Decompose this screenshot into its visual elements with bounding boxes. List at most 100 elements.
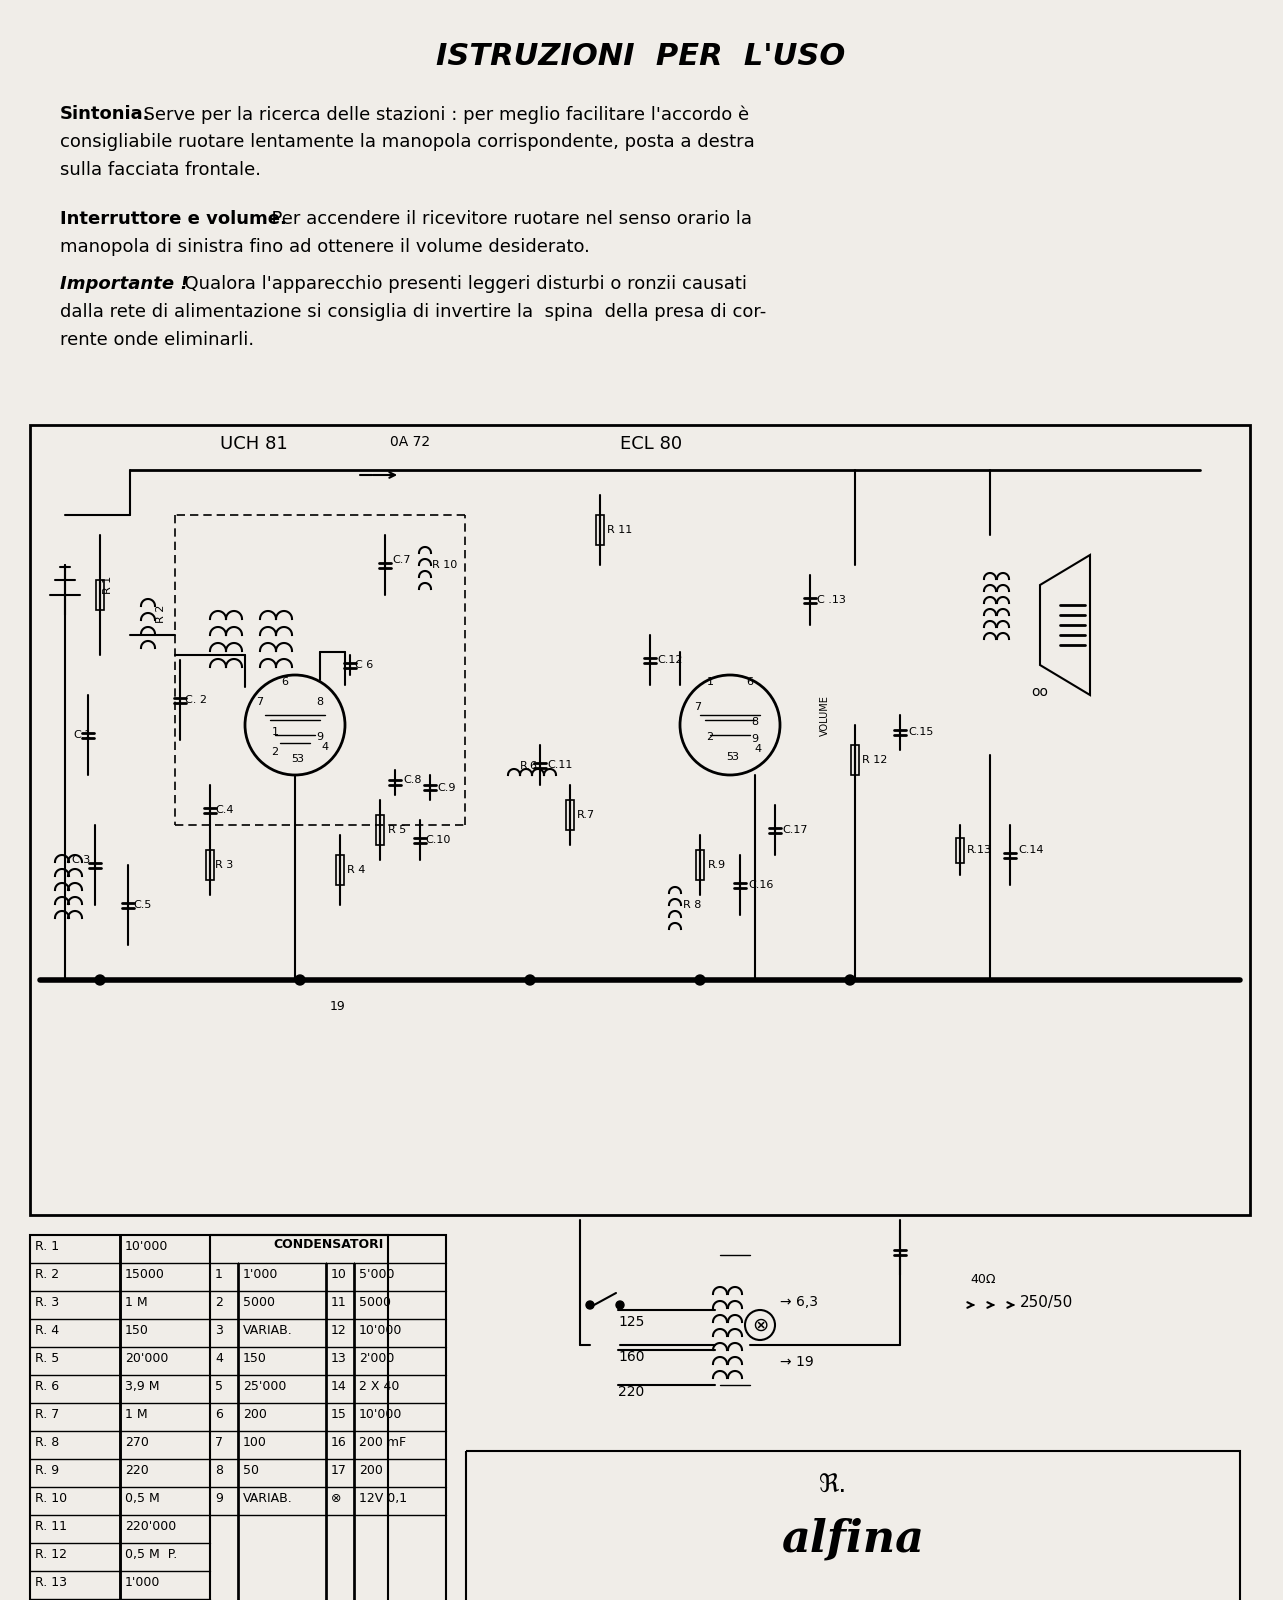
Text: 220: 220 bbox=[618, 1386, 644, 1398]
Text: C 6: C 6 bbox=[355, 659, 373, 670]
Text: R 10: R 10 bbox=[432, 560, 457, 570]
Text: 1'000: 1'000 bbox=[242, 1267, 278, 1282]
Circle shape bbox=[845, 974, 854, 986]
Text: 5: 5 bbox=[726, 752, 734, 762]
Text: R 5: R 5 bbox=[387, 826, 407, 835]
Text: R. 8: R. 8 bbox=[35, 1437, 59, 1450]
Text: 220'000: 220'000 bbox=[124, 1520, 176, 1533]
Bar bbox=[210, 1235, 446, 1600]
Text: Qualora l'apparecchio presenti leggeri disturbi o ronzii causati: Qualora l'apparecchio presenti leggeri d… bbox=[173, 275, 747, 293]
Text: 4: 4 bbox=[322, 742, 328, 752]
Bar bbox=[30, 426, 1250, 1214]
Text: sulla facciata frontale.: sulla facciata frontale. bbox=[60, 162, 260, 179]
Bar bbox=[466, 1451, 1239, 1600]
Text: VARIAB.: VARIAB. bbox=[242, 1491, 293, 1506]
Text: VARIAB.: VARIAB. bbox=[242, 1325, 293, 1338]
Text: R.9: R.9 bbox=[708, 861, 726, 870]
Text: R 8: R 8 bbox=[683, 899, 702, 910]
Text: 11: 11 bbox=[331, 1296, 346, 1309]
Text: 5'000: 5'000 bbox=[359, 1267, 394, 1282]
Text: R. 10: R. 10 bbox=[35, 1491, 67, 1506]
Text: 10'000: 10'000 bbox=[124, 1240, 168, 1253]
Text: C.4: C.4 bbox=[216, 805, 234, 814]
Bar bbox=[207, 850, 214, 880]
Bar bbox=[695, 850, 704, 880]
Text: Importante !: Importante ! bbox=[60, 275, 189, 293]
Text: 5000: 5000 bbox=[359, 1296, 391, 1309]
Text: 12: 12 bbox=[331, 1325, 346, 1338]
Text: ℜ.: ℜ. bbox=[819, 1474, 847, 1498]
Text: 15000: 15000 bbox=[124, 1267, 166, 1282]
Text: 7: 7 bbox=[257, 698, 263, 707]
Text: R 2: R 2 bbox=[157, 605, 166, 624]
Text: 1 M: 1 M bbox=[124, 1408, 148, 1421]
Text: dalla rete di alimentazione si consiglia di invertire la  spina  della presa di : dalla rete di alimentazione si consiglia… bbox=[60, 302, 766, 322]
Bar bbox=[336, 854, 344, 885]
Text: 5: 5 bbox=[216, 1379, 223, 1394]
Text: UCH 81: UCH 81 bbox=[219, 435, 287, 453]
Text: 3: 3 bbox=[731, 752, 739, 762]
Text: R. 2: R. 2 bbox=[35, 1267, 59, 1282]
Text: 10: 10 bbox=[331, 1267, 346, 1282]
Bar bbox=[851, 746, 860, 774]
Circle shape bbox=[295, 974, 305, 986]
Text: 6: 6 bbox=[747, 677, 753, 686]
Text: C.10: C.10 bbox=[425, 835, 450, 845]
Text: R.13: R.13 bbox=[967, 845, 992, 854]
Text: R.7: R.7 bbox=[577, 810, 595, 819]
Text: 8: 8 bbox=[216, 1464, 223, 1477]
Text: 9: 9 bbox=[216, 1491, 223, 1506]
Text: 12V 0,1: 12V 0,1 bbox=[359, 1491, 407, 1506]
Text: R 1: R 1 bbox=[103, 576, 113, 594]
Text: 160: 160 bbox=[618, 1350, 644, 1363]
Text: Per accendere il ricevitore ruotare nel senso orario la: Per accendere il ricevitore ruotare nel … bbox=[260, 210, 752, 227]
Text: 5: 5 bbox=[291, 754, 299, 765]
Text: → 6,3: → 6,3 bbox=[780, 1294, 819, 1309]
Text: R. 7: R. 7 bbox=[35, 1408, 59, 1421]
Text: R.6: R.6 bbox=[520, 762, 538, 771]
Text: 2'000: 2'000 bbox=[359, 1352, 394, 1365]
Text: 7: 7 bbox=[216, 1437, 223, 1450]
Text: 6: 6 bbox=[216, 1408, 223, 1421]
Text: 15: 15 bbox=[331, 1408, 346, 1421]
Text: 1: 1 bbox=[707, 677, 713, 686]
Text: ECL 80: ECL 80 bbox=[620, 435, 683, 453]
Text: 125: 125 bbox=[618, 1315, 644, 1330]
Text: 0,5 M: 0,5 M bbox=[124, 1491, 160, 1506]
Text: 2: 2 bbox=[707, 733, 713, 742]
Text: 200: 200 bbox=[242, 1408, 267, 1421]
Text: 0A 72: 0A 72 bbox=[390, 435, 430, 450]
Text: 8: 8 bbox=[752, 717, 758, 726]
Text: C.9: C.9 bbox=[438, 782, 455, 794]
Text: alfina: alfina bbox=[781, 1517, 925, 1560]
Text: R 4: R 4 bbox=[346, 866, 366, 875]
Text: 17: 17 bbox=[331, 1464, 346, 1477]
Text: 20'000: 20'000 bbox=[124, 1352, 168, 1365]
Text: R. 9: R. 9 bbox=[35, 1464, 59, 1477]
Text: 10'000: 10'000 bbox=[359, 1408, 403, 1421]
Text: C.17: C.17 bbox=[783, 826, 807, 835]
Text: R. 6: R. 6 bbox=[35, 1379, 59, 1394]
Text: C.1: C.1 bbox=[73, 730, 91, 739]
Bar bbox=[597, 515, 604, 546]
Text: 9: 9 bbox=[317, 733, 323, 742]
Text: ⊗: ⊗ bbox=[752, 1315, 769, 1334]
Text: C.15: C.15 bbox=[908, 726, 933, 738]
Text: Serve per la ricerca delle stazioni : per meglio facilitare l'accordo è: Serve per la ricerca delle stazioni : pe… bbox=[132, 106, 749, 123]
Text: manopola di sinistra fino ad ottenere il volume desiderato.: manopola di sinistra fino ad ottenere il… bbox=[60, 238, 590, 256]
Text: 2: 2 bbox=[272, 747, 278, 757]
Text: C.5: C.5 bbox=[133, 899, 151, 910]
Bar bbox=[30, 1235, 387, 1600]
Circle shape bbox=[525, 974, 535, 986]
Text: 3: 3 bbox=[216, 1325, 223, 1338]
Text: 270: 270 bbox=[124, 1437, 149, 1450]
Bar bbox=[376, 814, 384, 845]
Text: VOLUME: VOLUME bbox=[820, 694, 830, 736]
Text: R 12: R 12 bbox=[862, 755, 888, 765]
Text: 10'000: 10'000 bbox=[359, 1325, 403, 1338]
Text: C .13: C .13 bbox=[817, 595, 845, 605]
Circle shape bbox=[586, 1301, 594, 1309]
Text: Interruttore e volume.: Interruttore e volume. bbox=[60, 210, 287, 227]
Text: oo: oo bbox=[1032, 685, 1048, 699]
Circle shape bbox=[616, 1301, 624, 1309]
